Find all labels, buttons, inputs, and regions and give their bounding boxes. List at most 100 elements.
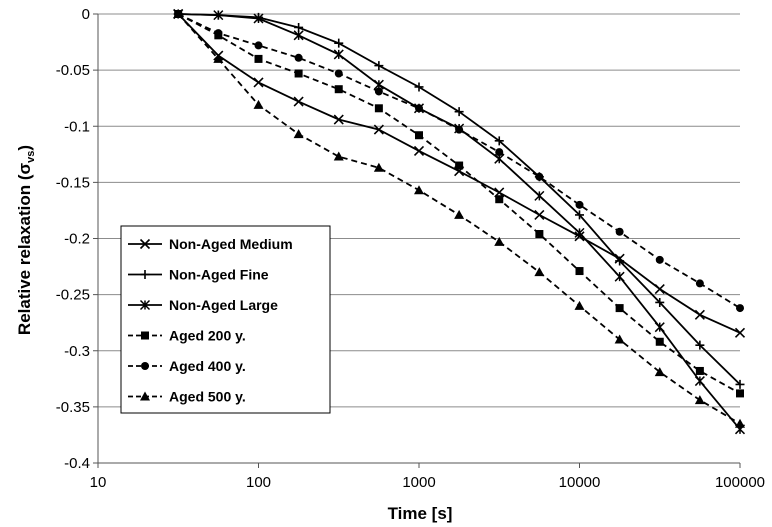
data-point-marker — [575, 210, 584, 220]
x-tick-label: 10 — [90, 474, 107, 491]
data-point-marker — [615, 256, 625, 266]
legend-swatch-marker — [139, 238, 151, 250]
data-point-marker — [615, 227, 624, 236]
series-aged-200-y- — [174, 10, 744, 398]
data-point-marker — [655, 337, 664, 346]
data-point-marker — [534, 267, 545, 277]
data-point-marker — [415, 104, 423, 113]
legend-label: Non-Aged Medium — [169, 236, 293, 252]
data-point-marker — [253, 77, 264, 88]
series-group — [173, 8, 746, 435]
data-point-marker — [454, 209, 465, 219]
data-point-marker — [654, 367, 665, 377]
legend-swatch-marker — [140, 391, 150, 401]
data-point-marker — [654, 283, 665, 295]
y-axis-title-close: ) — [15, 145, 34, 151]
y-tick-label: -0.1 — [64, 118, 90, 135]
legend-item: Non-Aged Fine — [128, 267, 269, 283]
data-point-marker — [373, 124, 384, 135]
data-point-marker — [694, 395, 705, 405]
legend-label: Aged 500 y. — [169, 389, 246, 405]
data-point-marker — [254, 54, 263, 63]
y-tick-label: -0.2 — [64, 231, 90, 248]
legend-item: Aged 200 y. — [128, 328, 246, 344]
data-point-marker — [455, 125, 464, 134]
data-point-marker — [694, 376, 705, 387]
y-axis-title: Relative relaxation (σvs) — [15, 145, 37, 335]
data-point-marker — [294, 69, 303, 78]
data-point-marker — [734, 327, 746, 338]
data-point-marker — [574, 227, 585, 238]
data-point-marker — [614, 334, 625, 344]
data-point-marker — [334, 69, 343, 78]
data-point-marker — [494, 136, 504, 146]
axes — [93, 13, 741, 468]
data-point-marker — [254, 41, 263, 50]
y-axis-title-main: Relative relaxation (σ — [15, 162, 34, 335]
data-point-marker — [333, 114, 344, 125]
data-point-marker — [655, 255, 664, 264]
data-point-marker — [695, 279, 704, 288]
data-point-marker — [495, 148, 504, 157]
legend-swatch-marker — [141, 362, 149, 370]
legend-swatch-marker — [139, 299, 151, 311]
data-point-marker — [293, 129, 304, 139]
data-point-marker — [334, 38, 344, 48]
data-point-marker — [374, 87, 383, 96]
data-point-marker — [333, 151, 344, 161]
x-tick-label: 1000 — [402, 474, 435, 491]
data-point-marker — [736, 304, 744, 313]
data-point-marker — [534, 209, 545, 220]
y-tick-label: -0.05 — [56, 62, 90, 79]
data-point-marker — [534, 190, 545, 201]
legend-swatch-marker — [141, 331, 149, 340]
legend-item: Aged 400 y. — [128, 358, 246, 374]
x-tick-label: 100000 — [715, 474, 765, 491]
tick-labels: 0 -0.05 -0.1 -0.15 -0.2 -0.25 -0.3 -0.35 -0.410 1… — [56, 6, 765, 491]
data-point-marker — [454, 107, 464, 117]
data-point-marker — [294, 53, 303, 62]
data-point-marker — [535, 172, 544, 181]
data-point-marker — [695, 366, 704, 375]
y-tick-label: -0.25 — [56, 287, 90, 304]
data-point-marker — [213, 53, 224, 63]
data-point-marker — [574, 300, 585, 310]
y-tick-label: -0.35 — [56, 399, 90, 416]
x-axis-title: Time [s] — [388, 504, 453, 523]
legend-label: Non-Aged Large — [169, 297, 278, 313]
series-aged-500-y- — [173, 9, 745, 428]
data-point-marker — [494, 236, 505, 246]
data-point-marker — [213, 10, 224, 21]
y-tick-label: -0.4 — [64, 455, 90, 472]
data-point-marker — [253, 99, 264, 109]
y-tick-label: -0.3 — [64, 343, 90, 360]
x-tick-label: 100 — [246, 474, 271, 491]
data-point-marker — [253, 13, 264, 24]
data-point-marker — [736, 389, 744, 398]
data-point-marker — [694, 309, 705, 320]
data-point-marker — [735, 418, 745, 428]
data-point-marker — [654, 322, 665, 333]
data-point-marker — [373, 162, 384, 172]
data-point-marker — [293, 30, 304, 41]
data-point-marker — [293, 96, 304, 107]
legend-item: Aged 500 y. — [128, 389, 246, 405]
legend-box — [120, 225, 331, 414]
data-point-marker — [414, 185, 424, 195]
data-point-marker — [575, 200, 584, 209]
y-tick-label: -0.15 — [56, 174, 90, 191]
legend-label: Aged 200 y. — [169, 328, 246, 344]
data-point-marker — [695, 340, 705, 350]
legend-swatch-marker — [140, 270, 150, 279]
data-point-marker — [415, 131, 423, 140]
data-point-marker — [575, 267, 584, 276]
data-point-marker — [455, 161, 464, 170]
legend-item: Non-Aged Large — [128, 297, 278, 313]
data-point-marker — [333, 49, 344, 60]
data-point-marker — [614, 271, 625, 282]
y-tick-label: 0 — [82, 6, 90, 23]
data-point-marker — [413, 145, 425, 157]
data-point-marker — [294, 22, 304, 32]
